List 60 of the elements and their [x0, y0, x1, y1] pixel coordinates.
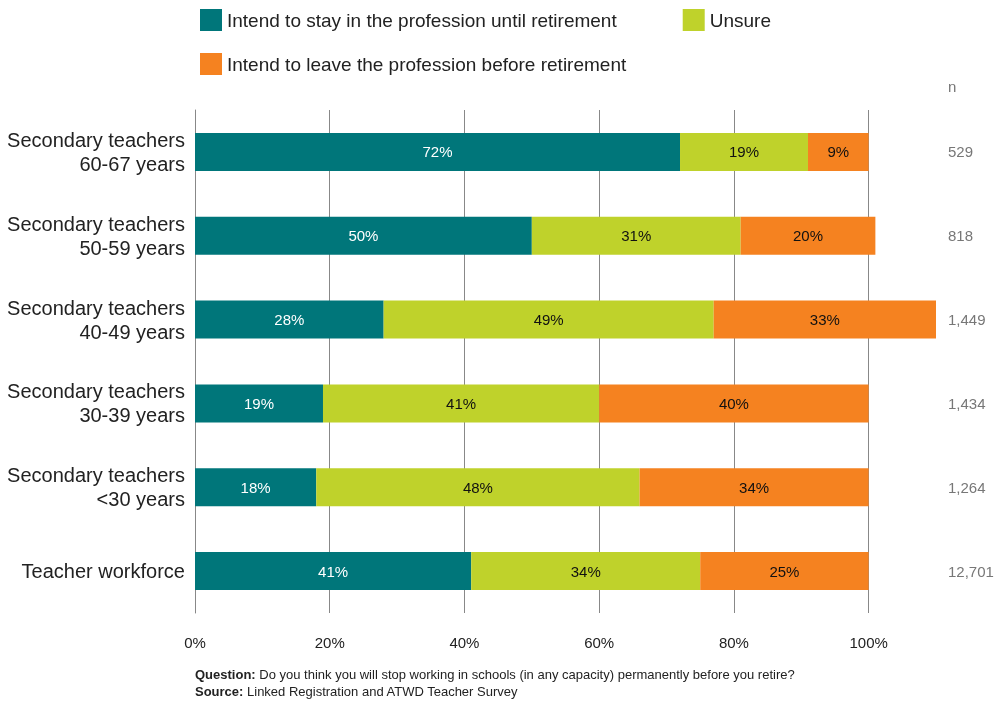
bar	[316, 468, 640, 507]
text: 12,701	[948, 562, 994, 580]
bar	[713, 300, 936, 339]
text: n	[948, 77, 957, 95]
data-label: 9%	[827, 143, 850, 161]
bar	[680, 132, 809, 171]
legend-label: Intend to stay in the profession until retirement	[227, 9, 618, 31]
y-tick-label: Secondary teachers 30-39 years	[7, 380, 185, 427]
text: 529	[948, 143, 974, 161]
data-label: 19%	[243, 394, 275, 412]
bar	[700, 552, 869, 591]
data-label: 34%	[570, 562, 601, 580]
data-label: 48%	[462, 478, 493, 496]
x-tick-label: 40%	[449, 634, 480, 651]
source-note: Source: Linked Registration and ATWD Teacher Survey	[195, 683, 519, 700]
x-tick-label: 0%	[184, 634, 206, 651]
bar	[195, 132, 681, 171]
text: 1,449	[948, 311, 986, 329]
data-label: 40%	[718, 394, 749, 412]
bar	[322, 384, 600, 423]
x-tick-label: 60%	[584, 634, 615, 651]
text: Question: Do you think you will stop working in schools (in any capacity) permanently before you retire?	[195, 666, 795, 683]
y-tick-label: Secondary teachers 50-59 years	[7, 212, 185, 259]
bar	[195, 468, 317, 507]
y-tick-label: Secondary teachers 60-67 years	[7, 128, 185, 175]
text: 818	[948, 227, 974, 245]
data-label: 18%	[240, 478, 271, 496]
bar	[195, 384, 323, 423]
data-label: 31%	[621, 227, 652, 245]
data-label: 41%	[318, 562, 349, 580]
data-label: 19%	[729, 143, 760, 161]
bar	[195, 552, 472, 591]
text: 1,264	[948, 478, 986, 496]
data-label: 41%	[446, 394, 477, 412]
bar	[740, 216, 876, 255]
bar	[195, 216, 532, 255]
bar	[531, 216, 741, 255]
bar	[639, 468, 869, 507]
data-label: 50%	[348, 227, 379, 245]
data-label: 34%	[739, 478, 770, 496]
legend-label: Unsure	[709, 9, 771, 31]
x-tick-label: 80%	[718, 634, 749, 651]
text: 1,434	[948, 394, 986, 412]
data-label: 49%	[533, 311, 564, 329]
y-tick-label: Secondary teachers 40-49 years	[7, 296, 185, 343]
bar	[599, 384, 869, 423]
y-tick-label: Teacher workforce	[21, 560, 185, 583]
y-tick-label: Secondary teachers <30 years	[7, 464, 185, 511]
bar	[471, 552, 701, 591]
data-label: 72%	[422, 143, 453, 161]
x-tick-label: 20%	[314, 634, 345, 651]
data-label: 28%	[274, 311, 305, 329]
x-tick-label: 100%	[849, 634, 888, 651]
legend-label: Intend to leave the profession before retirement	[227, 53, 627, 75]
bar	[383, 300, 714, 339]
data-label: 33%	[809, 311, 840, 329]
bar	[195, 300, 384, 339]
bar	[808, 132, 869, 171]
data-label: 25%	[769, 562, 800, 580]
data-label: 20%	[792, 227, 824, 245]
